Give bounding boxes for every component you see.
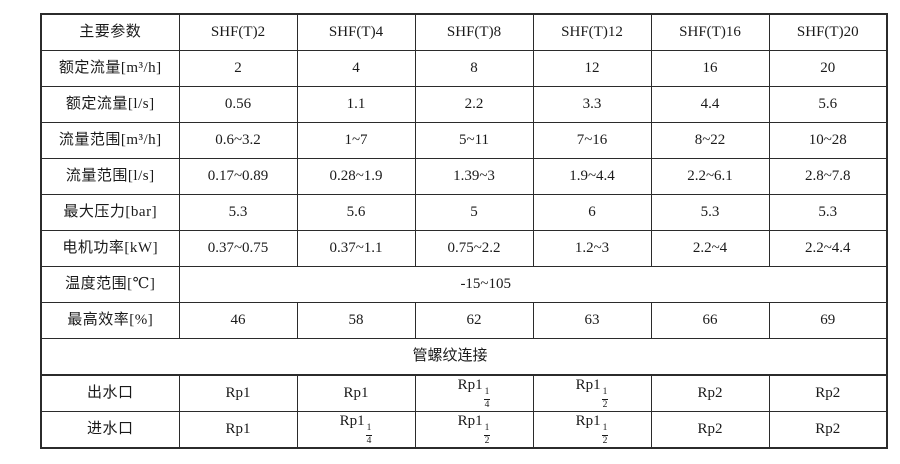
- value-cell: 2.2: [414, 86, 534, 123]
- table-row: 最高效率[%] 46 58 62 63 66 69: [40, 302, 888, 339]
- temp-span-cell: -15~105: [178, 266, 888, 303]
- value-cell: 0.17~0.89: [178, 158, 298, 195]
- param-label-cell: 最大压力[bar]: [40, 194, 180, 231]
- value-cell: 1~7: [296, 122, 416, 159]
- value-cell: 5~11: [414, 122, 534, 159]
- model-header-cell: SHF(T)16: [650, 13, 770, 51]
- value-cell: 1.1: [296, 86, 416, 123]
- model-header-cell: SHF(T)20: [768, 13, 888, 51]
- value-cell: 0.75~2.2: [414, 230, 534, 267]
- param-label-cell: 电机功率[kW]: [40, 230, 180, 267]
- value-cell: Rp1 1 2: [532, 411, 652, 449]
- value-cell: 2.2~4.4: [768, 230, 888, 267]
- param-header-cell: 主要参数: [40, 13, 180, 51]
- table-row: 电机功率[kW] 0.37~0.75 0.37~1.1 0.75~2.2 1.2~3 2.…: [40, 230, 888, 267]
- value-cell: 5.3: [178, 194, 298, 231]
- table-row: 流量范围[m³/h] 0.6~3.2 1~7 5~11 7~16 8~22 10~28: [40, 122, 888, 159]
- value-cell: 66: [650, 302, 770, 339]
- value-cell: 2.8~7.8: [768, 158, 888, 195]
- spec-table: 主要参数 SHF(T)2 SHF(T)4 SHF(T)8 SHF(T)12 SHF(T)1…: [40, 13, 888, 449]
- value-cell: 5.3: [768, 194, 888, 231]
- value-cell: 1.9~4.4: [532, 158, 652, 195]
- param-label-cell: 额定流量[l/s]: [40, 86, 180, 123]
- table-row: 温度范围[℃] -15~105: [40, 266, 888, 303]
- value-cell: Rp2: [768, 374, 888, 412]
- value-cell: Rp1 1 2: [532, 374, 652, 412]
- value-cell: Rp2: [768, 411, 888, 449]
- value-cell: Rp1 1 4: [414, 374, 534, 412]
- value-cell: Rp1: [178, 411, 298, 449]
- param-label-cell: 额定流量[m³/h]: [40, 50, 180, 87]
- param-label-cell: 温度范围[℃]: [40, 266, 180, 303]
- param-label-cell: 出水口: [40, 374, 180, 412]
- value-cell: 5.6: [296, 194, 416, 231]
- value-cell: Rp2: [650, 411, 770, 449]
- value-cell: 69: [768, 302, 888, 339]
- section-row: 管螺纹连接: [40, 338, 888, 376]
- header-row: 主要参数 SHF(T)2 SHF(T)4 SHF(T)8 SHF(T)12 SHF(T)1…: [40, 13, 888, 51]
- value-cell: 58: [296, 302, 416, 339]
- value-cell: 4.4: [650, 86, 770, 123]
- value-cell: 0.37~1.1: [296, 230, 416, 267]
- value-cell: 5: [414, 194, 534, 231]
- value-cell: 20: [768, 50, 888, 87]
- model-header-cell: SHF(T)2: [178, 13, 298, 51]
- table-row: 流量范围[l/s] 0.17~0.89 0.28~1.9 1.39~3 1.9~4.4 2…: [40, 158, 888, 195]
- value-cell: 0.56: [178, 86, 298, 123]
- value-cell: 5.6: [768, 86, 888, 123]
- value-cell: Rp1: [178, 374, 298, 412]
- value-cell: 12: [532, 50, 652, 87]
- datasheet-area: 主要参数 SHF(T)2 SHF(T)4 SHF(T)8 SHF(T)12 SHF(T)1…: [40, 13, 888, 449]
- table-row: 出水口 Rp1 Rp1 Rp1 1 4 Rp1 1 2 Rp2 Rp2: [40, 374, 888, 412]
- value-cell: 16: [650, 50, 770, 87]
- param-label-cell: 流量范围[m³/h]: [40, 122, 180, 159]
- param-label-cell: 流量范围[l/s]: [40, 158, 180, 195]
- param-label-cell: 最高效率[%]: [40, 302, 180, 339]
- value-cell: 4: [296, 50, 416, 87]
- table-row: 额定流量[m³/h] 2 4 8 12 16 20: [40, 50, 888, 87]
- value-cell: Rp2: [650, 374, 770, 412]
- section-title-cell: 管螺纹连接: [40, 338, 888, 376]
- value-cell: Rp1: [296, 374, 416, 412]
- value-cell: 46: [178, 302, 298, 339]
- value-cell: 10~28: [768, 122, 888, 159]
- value-cell: 8: [414, 50, 534, 87]
- value-cell: 2.2~4: [650, 230, 770, 267]
- model-header-cell: SHF(T)4: [296, 13, 416, 51]
- table-row: 进水口 Rp1 Rp1 1 4 Rp1 1 2 Rp1 1 2 Rp2 Rp2: [40, 411, 888, 449]
- value-cell: 63: [532, 302, 652, 339]
- value-cell: 2.2~6.1: [650, 158, 770, 195]
- value-cell: 1.39~3: [414, 158, 534, 195]
- value-cell: 0.6~3.2: [178, 122, 298, 159]
- table-row: 最大压力[bar] 5.3 5.6 5 6 5.3 5.3: [40, 194, 888, 231]
- table-row: 额定流量[l/s] 0.56 1.1 2.2 3.3 4.4 5.6: [40, 86, 888, 123]
- value-cell: 5.3: [650, 194, 770, 231]
- value-cell: 3.3: [532, 86, 652, 123]
- value-cell: 6: [532, 194, 652, 231]
- param-label-cell: 进水口: [40, 411, 180, 449]
- value-cell: Rp1 1 4: [296, 411, 416, 449]
- value-cell: Rp1 1 2: [414, 411, 534, 449]
- value-cell: 1.2~3: [532, 230, 652, 267]
- value-cell: 2: [178, 50, 298, 87]
- value-cell: 7~16: [532, 122, 652, 159]
- value-cell: 0.28~1.9: [296, 158, 416, 195]
- model-header-cell: SHF(T)8: [414, 13, 534, 51]
- model-header-cell: SHF(T)12: [532, 13, 652, 51]
- value-cell: 8~22: [650, 122, 770, 159]
- value-cell: 62: [414, 302, 534, 339]
- value-cell: 0.37~0.75: [178, 230, 298, 267]
